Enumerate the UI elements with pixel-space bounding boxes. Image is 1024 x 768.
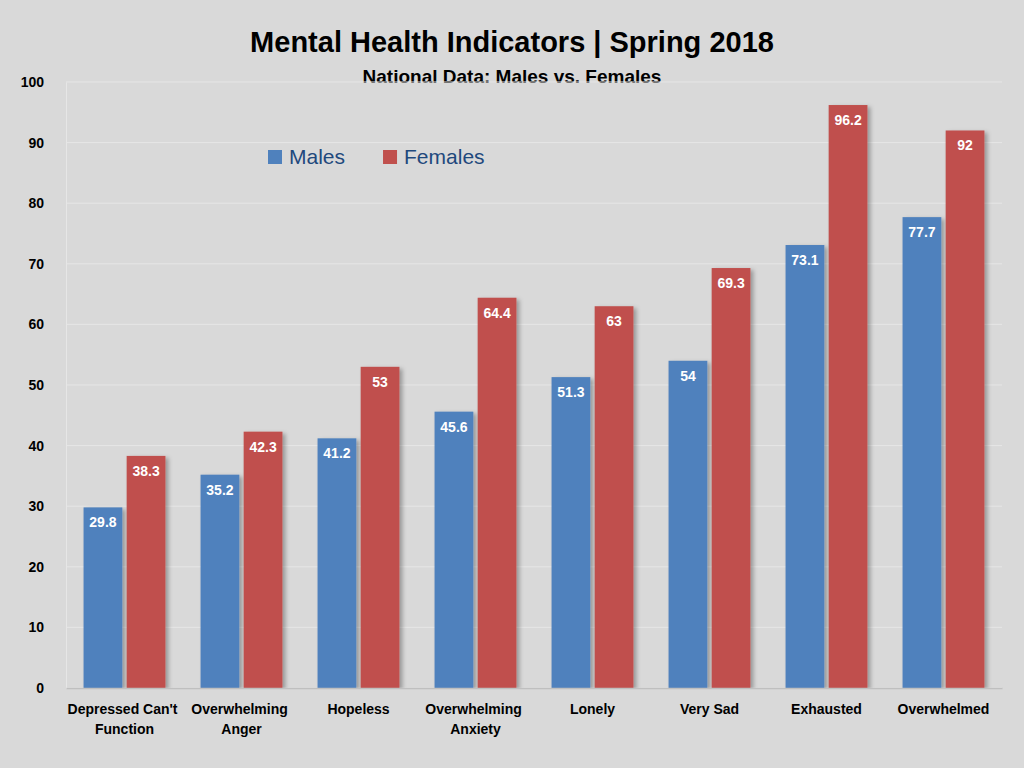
legend-label: Females xyxy=(404,145,485,168)
grid-line xyxy=(66,82,1002,83)
x-tick-label: Exhausted xyxy=(791,701,862,717)
bar xyxy=(669,361,708,688)
data-label: 92 xyxy=(957,137,973,153)
data-label: 96.2 xyxy=(834,112,861,128)
x-tick-label: Very Sad xyxy=(680,701,739,717)
x-tick-label: Overwhelmed xyxy=(898,701,990,717)
data-label: 69.3 xyxy=(717,275,744,291)
y-tick: 90 xyxy=(28,135,66,151)
bar xyxy=(829,105,868,688)
y-tick-label: 50 xyxy=(28,377,44,393)
data-label: 42.3 xyxy=(249,439,276,455)
x-tick-label: Depressed Can't Function xyxy=(68,701,182,737)
x-tick: Overwhelming Anxiety xyxy=(425,688,525,737)
background xyxy=(0,0,1024,768)
bar xyxy=(478,298,517,688)
data-labels: 29.8 35.2 41.2 45.6 51.3 54 73.1 77.7 38.3 42.3 53… xyxy=(89,112,973,530)
x-tick: Very Sad xyxy=(680,688,739,717)
bar xyxy=(84,507,123,688)
bar xyxy=(127,456,166,688)
data-label: 38.3 xyxy=(132,463,159,479)
x-tick-label: Hopeless xyxy=(327,701,389,717)
y-tick: 30 xyxy=(28,498,66,514)
y-axis-line xyxy=(66,83,67,689)
x-tick: Lonely xyxy=(570,688,615,717)
chart: Mental Health Indicators | Spring 2018 Na… xyxy=(0,0,1024,768)
bar xyxy=(435,412,474,688)
y-tick: 60 xyxy=(28,316,66,332)
y-tick: 10 xyxy=(28,619,66,635)
data-label: 51.3 xyxy=(557,384,584,400)
y-tick-label: 90 xyxy=(28,135,44,151)
y-tick-label: 10 xyxy=(28,619,44,635)
y-tick: 40 xyxy=(28,438,66,454)
y-tick: 70 xyxy=(28,256,66,272)
bar xyxy=(361,367,400,688)
y-tick-label: 80 xyxy=(28,195,44,211)
data-label: 73.1 xyxy=(791,252,818,268)
legend-swatch xyxy=(268,150,282,164)
data-label: 29.8 xyxy=(89,514,116,530)
bar xyxy=(946,130,985,688)
y-tick-label: 70 xyxy=(28,256,44,272)
bar xyxy=(552,377,591,688)
bar xyxy=(318,438,357,688)
bar xyxy=(903,217,942,688)
x-axis: Depressed Can't FunctionOverwhelming Ang… xyxy=(67,688,1003,737)
data-label: 63 xyxy=(606,313,622,329)
y-tick: 80 xyxy=(28,195,66,211)
y-tick-label: 100 xyxy=(21,74,45,90)
x-tick-label: Lonely xyxy=(570,701,615,717)
y-tick-label: 0 xyxy=(36,680,44,696)
y-tick-label: 20 xyxy=(28,559,44,575)
data-label: 64.4 xyxy=(483,305,510,321)
y-tick: 50 xyxy=(28,377,66,393)
data-label: 77.7 xyxy=(908,224,935,240)
grid xyxy=(66,82,1002,688)
y-tick-label: 30 xyxy=(28,498,44,514)
legend-swatch xyxy=(383,150,397,164)
y-tick: 100 xyxy=(21,74,66,90)
x-tick: Depressed Can't Function xyxy=(68,688,182,737)
x-tick-label: Overwhelming Anxiety xyxy=(425,701,525,737)
bars xyxy=(84,105,985,688)
y-tick: 0 xyxy=(36,680,66,696)
title: Mental Health Indicators | Spring 2018 xyxy=(250,26,774,58)
y-tick: 20 xyxy=(28,559,66,575)
bar xyxy=(244,432,283,688)
x-tick: Hopeless xyxy=(327,688,389,717)
y-axis: 0 10 20 30 40 50 60 70 80 90 100 xyxy=(21,74,67,696)
legend-label: Males xyxy=(289,145,345,168)
data-label: 45.6 xyxy=(440,419,467,435)
x-axis-line xyxy=(67,688,1003,690)
legend: Males Females xyxy=(268,145,485,168)
bar xyxy=(595,306,634,688)
y-tick-label: 60 xyxy=(28,316,44,332)
data-label: 54 xyxy=(680,368,696,384)
x-tick: Exhausted xyxy=(791,688,862,717)
data-label: 41.2 xyxy=(323,445,350,461)
bar xyxy=(786,245,825,688)
subtitle: National Data: Males vs. Females xyxy=(363,66,662,87)
x-tick: Overwhelming Anger xyxy=(191,688,291,737)
bar xyxy=(712,268,751,688)
data-label: 35.2 xyxy=(206,482,233,498)
x-tick: Overwhelmed xyxy=(898,688,990,717)
data-label: 53 xyxy=(372,374,388,390)
bar xyxy=(201,475,240,688)
y-tick-label: 40 xyxy=(28,438,44,454)
x-tick-label: Overwhelming Anger xyxy=(191,701,291,737)
